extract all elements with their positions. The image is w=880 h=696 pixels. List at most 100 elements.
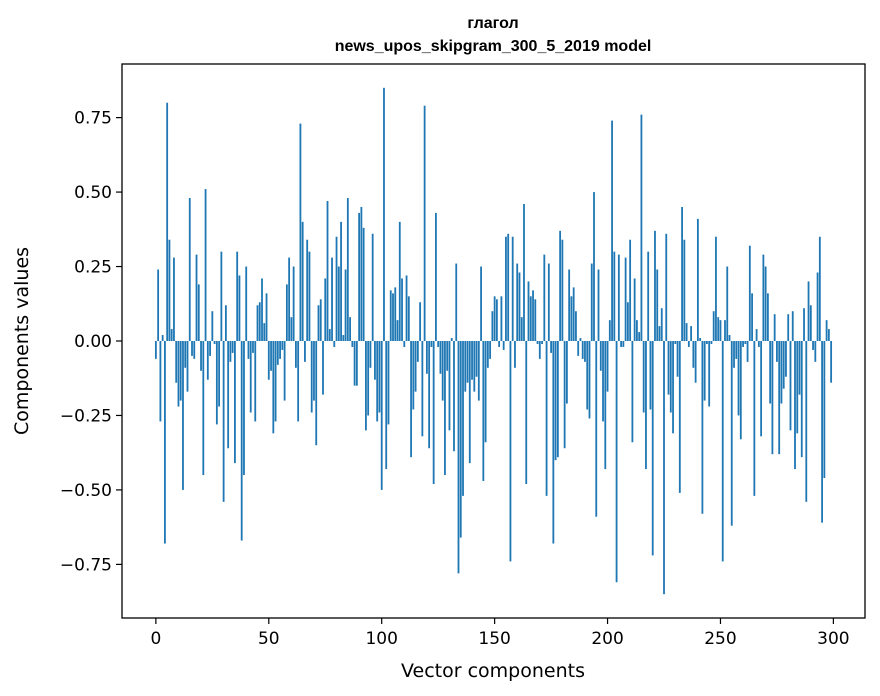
bar-7 bbox=[170, 329, 173, 341]
bar-154 bbox=[502, 341, 505, 350]
bar-67 bbox=[306, 239, 309, 341]
bar-92 bbox=[362, 227, 365, 341]
bar-210 bbox=[629, 239, 632, 341]
bar-129 bbox=[446, 341, 449, 371]
bar-115 bbox=[414, 341, 417, 392]
bar-12 bbox=[182, 341, 184, 490]
bar-221 bbox=[654, 230, 656, 341]
bar-200 bbox=[606, 341, 609, 392]
bar-185 bbox=[572, 287, 575, 341]
bar-188 bbox=[579, 338, 582, 341]
bar-50 bbox=[267, 341, 270, 380]
bar-29 bbox=[220, 251, 223, 341]
bar-68 bbox=[308, 251, 311, 341]
bar-146 bbox=[484, 341, 487, 443]
bar-113 bbox=[410, 341, 412, 458]
y-tick-label: −0.25 bbox=[60, 406, 112, 426]
y-axis-label: Components values bbox=[11, 247, 33, 435]
bar-183 bbox=[568, 269, 571, 341]
bar-0 bbox=[154, 341, 157, 359]
bar-44 bbox=[254, 341, 257, 422]
bar-201 bbox=[608, 320, 611, 341]
bar-88 bbox=[353, 341, 356, 386]
bar-151 bbox=[495, 299, 498, 341]
y-axis: −0.75 −0.50 −0.25 0.00 0.25 0.50 0.75 bbox=[60, 109, 122, 575]
bar-284 bbox=[796, 341, 799, 434]
bar-118 bbox=[421, 341, 424, 437]
bar-192 bbox=[588, 341, 591, 419]
bar-2 bbox=[159, 341, 162, 422]
bar-287 bbox=[803, 308, 805, 341]
bar-33 bbox=[229, 341, 232, 362]
bar-69 bbox=[310, 341, 313, 413]
x-tick-label: 300 bbox=[817, 629, 849, 649]
bar-123 bbox=[432, 341, 435, 484]
bar-73 bbox=[319, 299, 322, 341]
bar-4 bbox=[164, 341, 166, 544]
bar-11 bbox=[179, 341, 182, 401]
bar-162 bbox=[520, 317, 523, 341]
bar-59 bbox=[288, 257, 291, 341]
bar-215 bbox=[640, 114, 643, 341]
bar-110 bbox=[403, 341, 406, 347]
bar-139 bbox=[468, 341, 471, 464]
bar-90 bbox=[358, 212, 361, 341]
bar-24 bbox=[209, 341, 211, 356]
bar-191 bbox=[586, 341, 589, 410]
bar-240 bbox=[696, 218, 699, 341]
bar-78 bbox=[331, 257, 333, 341]
bar-147 bbox=[486, 341, 489, 368]
bar-40 bbox=[245, 266, 248, 341]
bar-134 bbox=[457, 341, 460, 574]
bar-156 bbox=[507, 233, 510, 341]
bar-36 bbox=[236, 251, 239, 341]
bar-234 bbox=[683, 239, 686, 341]
bar-294 bbox=[818, 236, 821, 341]
bar-266 bbox=[755, 329, 758, 341]
bar-280 bbox=[787, 314, 790, 341]
y-tick-label: 0.75 bbox=[74, 109, 112, 129]
bar-99 bbox=[378, 341, 381, 413]
x-tick-label: 0 bbox=[150, 629, 161, 649]
bar-45 bbox=[256, 305, 259, 341]
bar-3 bbox=[161, 335, 164, 341]
bar-114 bbox=[412, 341, 415, 410]
bar-83 bbox=[342, 335, 345, 341]
bar-270 bbox=[764, 266, 767, 341]
bar-63 bbox=[297, 341, 300, 422]
bar-47 bbox=[261, 278, 263, 341]
bar-26 bbox=[213, 341, 216, 344]
bar-212 bbox=[633, 278, 636, 341]
bar-6 bbox=[168, 239, 171, 341]
bar-97 bbox=[374, 341, 376, 380]
bar-130 bbox=[448, 341, 451, 431]
bar-18 bbox=[195, 254, 198, 341]
bar-22 bbox=[204, 189, 207, 341]
bar-281 bbox=[789, 341, 792, 431]
bar-126 bbox=[439, 341, 442, 374]
bar-186 bbox=[575, 311, 577, 341]
bar-168 bbox=[534, 299, 537, 341]
bar-172 bbox=[543, 254, 546, 341]
bar-39 bbox=[243, 341, 245, 476]
bar-85 bbox=[346, 198, 349, 341]
bar-239 bbox=[694, 341, 697, 383]
bar-46 bbox=[258, 302, 261, 341]
bar-79 bbox=[333, 341, 336, 347]
bar-125 bbox=[437, 341, 440, 347]
bar-253 bbox=[726, 266, 729, 341]
bar-41 bbox=[247, 341, 250, 359]
bar-242 bbox=[701, 341, 704, 514]
bar-285 bbox=[798, 341, 801, 395]
bar-37 bbox=[238, 275, 241, 341]
bar-102 bbox=[385, 341, 388, 470]
bar-27 bbox=[215, 341, 218, 425]
bar-82 bbox=[340, 221, 342, 341]
bar-205 bbox=[617, 254, 620, 341]
bar-93 bbox=[365, 341, 367, 431]
bar-293 bbox=[816, 272, 819, 341]
bar-72 bbox=[317, 305, 320, 341]
bar-31 bbox=[224, 305, 227, 341]
bar-245 bbox=[708, 341, 711, 407]
bar-274 bbox=[773, 314, 776, 341]
